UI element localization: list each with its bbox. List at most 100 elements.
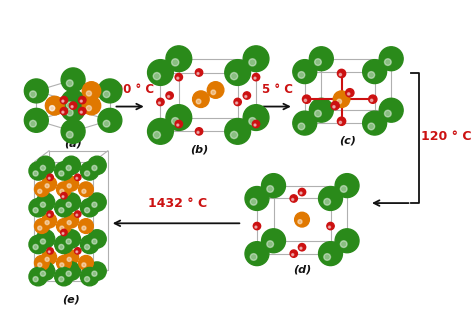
Circle shape: [300, 247, 302, 249]
Circle shape: [252, 120, 260, 128]
Circle shape: [81, 267, 99, 286]
Circle shape: [48, 214, 50, 216]
Circle shape: [62, 111, 64, 113]
Circle shape: [62, 156, 81, 175]
Circle shape: [61, 90, 85, 114]
Circle shape: [245, 95, 247, 98]
Circle shape: [86, 91, 91, 96]
Text: 120 ° C: 120 ° C: [420, 130, 471, 143]
Circle shape: [79, 182, 93, 197]
Circle shape: [225, 118, 251, 144]
Circle shape: [253, 222, 261, 230]
Circle shape: [207, 82, 224, 98]
Circle shape: [33, 244, 38, 249]
Circle shape: [66, 165, 71, 170]
Circle shape: [339, 121, 342, 123]
Circle shape: [172, 59, 179, 66]
Circle shape: [196, 99, 201, 104]
Circle shape: [38, 263, 42, 267]
Circle shape: [76, 214, 78, 216]
Circle shape: [46, 96, 64, 115]
Circle shape: [304, 99, 307, 101]
Circle shape: [98, 108, 122, 132]
Circle shape: [88, 262, 106, 280]
Circle shape: [66, 239, 71, 244]
Circle shape: [225, 60, 251, 85]
Text: (d): (d): [293, 265, 311, 275]
Circle shape: [168, 95, 170, 98]
Circle shape: [243, 46, 269, 72]
Circle shape: [147, 60, 173, 85]
Circle shape: [69, 102, 77, 109]
Circle shape: [36, 193, 55, 211]
Circle shape: [56, 255, 71, 270]
Circle shape: [339, 73, 342, 76]
Circle shape: [300, 192, 302, 194]
Circle shape: [60, 263, 64, 267]
Circle shape: [42, 250, 56, 265]
Circle shape: [293, 111, 317, 135]
Circle shape: [166, 46, 191, 72]
Circle shape: [195, 69, 203, 76]
Circle shape: [47, 248, 54, 254]
Circle shape: [55, 235, 73, 254]
Circle shape: [331, 101, 339, 110]
Circle shape: [79, 255, 93, 270]
Circle shape: [35, 182, 49, 197]
Circle shape: [84, 277, 90, 282]
Circle shape: [29, 267, 47, 286]
Circle shape: [290, 195, 297, 202]
Circle shape: [249, 117, 256, 125]
Circle shape: [40, 239, 46, 244]
Circle shape: [254, 77, 256, 79]
Circle shape: [267, 241, 273, 248]
Circle shape: [92, 271, 97, 276]
Circle shape: [371, 99, 373, 101]
Circle shape: [153, 72, 160, 80]
Circle shape: [62, 100, 64, 102]
Circle shape: [347, 93, 350, 95]
Circle shape: [60, 107, 68, 115]
Circle shape: [62, 262, 81, 280]
Circle shape: [64, 250, 79, 265]
Circle shape: [310, 47, 333, 71]
Circle shape: [252, 73, 260, 81]
Text: (e): (e): [63, 294, 80, 304]
Circle shape: [369, 95, 377, 103]
Circle shape: [177, 124, 179, 126]
Circle shape: [211, 90, 216, 94]
Circle shape: [230, 131, 237, 139]
Circle shape: [79, 219, 93, 233]
Circle shape: [177, 77, 179, 79]
Circle shape: [36, 230, 55, 248]
Circle shape: [67, 257, 71, 261]
Circle shape: [66, 131, 73, 138]
Circle shape: [250, 254, 257, 260]
Circle shape: [254, 124, 256, 126]
Circle shape: [234, 98, 241, 106]
Circle shape: [82, 263, 86, 267]
Circle shape: [80, 100, 82, 102]
Circle shape: [197, 131, 199, 134]
Circle shape: [47, 174, 54, 180]
Circle shape: [192, 91, 209, 107]
Circle shape: [88, 156, 106, 175]
Circle shape: [262, 174, 285, 198]
Circle shape: [76, 251, 78, 253]
Circle shape: [36, 156, 55, 175]
Text: (c): (c): [339, 136, 356, 146]
Circle shape: [328, 226, 330, 228]
Circle shape: [92, 165, 97, 170]
Circle shape: [255, 226, 257, 228]
Circle shape: [302, 95, 311, 103]
Circle shape: [46, 96, 64, 115]
Circle shape: [40, 271, 46, 276]
Circle shape: [62, 232, 64, 234]
Circle shape: [262, 229, 285, 253]
Circle shape: [35, 219, 49, 233]
Circle shape: [74, 211, 81, 217]
Circle shape: [86, 106, 91, 111]
Circle shape: [88, 230, 106, 248]
Circle shape: [56, 219, 71, 233]
Circle shape: [249, 59, 256, 66]
